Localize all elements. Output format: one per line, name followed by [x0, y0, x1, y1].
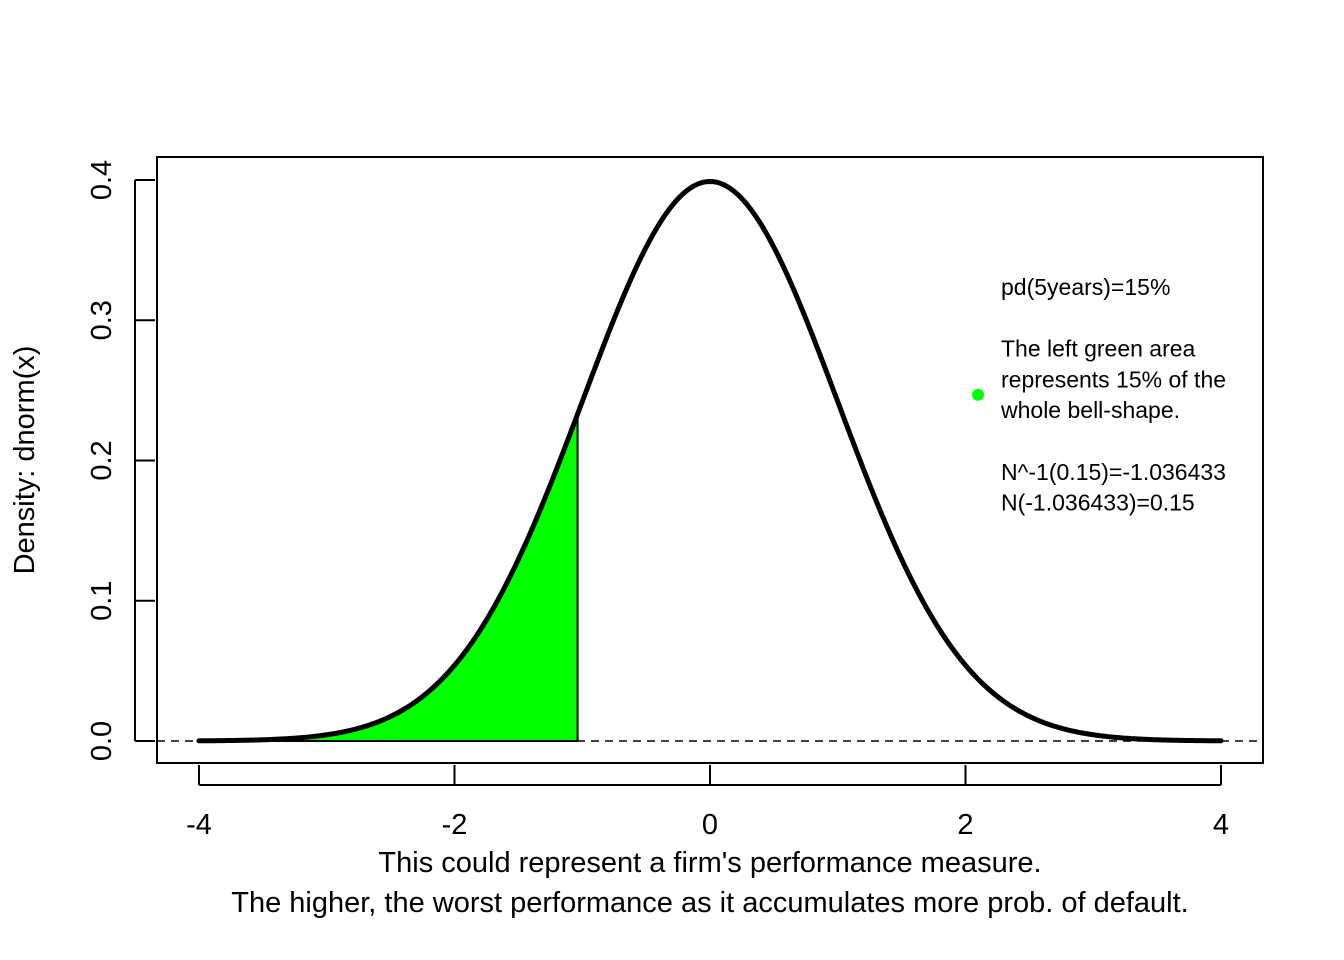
x-axis-label-line-2: The higher, the worst performance as it …	[231, 887, 1188, 919]
x-tick-label: -2	[442, 809, 468, 841]
legend-text-line: The left green area	[1001, 336, 1196, 362]
legend-text-line: whole bell-shape.	[1000, 397, 1180, 423]
shaded-tail-area	[198, 413, 579, 742]
legend: pd(5years)=15% The left green area represe…	[972, 274, 1226, 516]
shaded-area-layer	[198, 413, 579, 742]
y-axis: 0.0 0.1 0.2 0.3 0.4	[86, 160, 155, 761]
axis-labels: This could represent a firm's performanc…	[9, 346, 1189, 919]
y-axis-label: Density: dnorm(x)	[9, 346, 41, 575]
y-tick-label: 0.2	[86, 440, 118, 480]
x-tick-label: 2	[957, 809, 973, 841]
y-tick-label: 0.0	[86, 721, 118, 761]
legend-marker	[972, 388, 984, 401]
plot-frame	[156, 156, 1264, 764]
y-tick-label: 0.3	[86, 300, 118, 340]
legend-text-line: N(-1.036433)=0.15	[1001, 490, 1195, 516]
legend-text-line: N^-1(0.15)=-1.036433	[1001, 459, 1226, 485]
density-curve	[196, 178, 1224, 744]
x-tick-label: 0	[702, 809, 718, 841]
x-tick-label: -4	[186, 809, 212, 841]
x-tick-label: 4	[1213, 809, 1229, 841]
density-curve-layer	[196, 178, 1224, 744]
y-tick-label: 0.1	[86, 581, 118, 621]
legend-text-line: represents 15% of the	[1001, 366, 1226, 392]
y-tick-label: 0.4	[86, 160, 118, 200]
x-axis: -4 -2 0 2 4	[186, 765, 1229, 841]
legend-text-line: pd(5years)=15%	[1001, 274, 1170, 300]
x-axis-label-line-1: This could represent a firm's performanc…	[378, 847, 1041, 879]
